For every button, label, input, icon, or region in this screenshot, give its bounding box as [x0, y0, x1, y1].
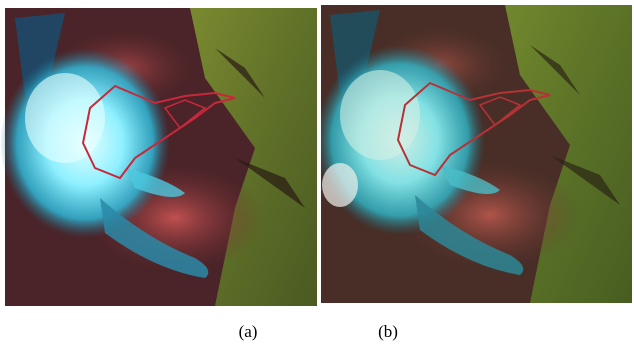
- cloud: [322, 163, 358, 207]
- image-b-tint: [320, 5, 632, 303]
- caption-a: (a): [239, 322, 258, 341]
- separator: [317, 0, 321, 310]
- image-b: [315, 5, 632, 303]
- caption-b: (b): [378, 322, 398, 341]
- figure: (a) (b): [0, 0, 634, 347]
- image-a: [0, 8, 317, 306]
